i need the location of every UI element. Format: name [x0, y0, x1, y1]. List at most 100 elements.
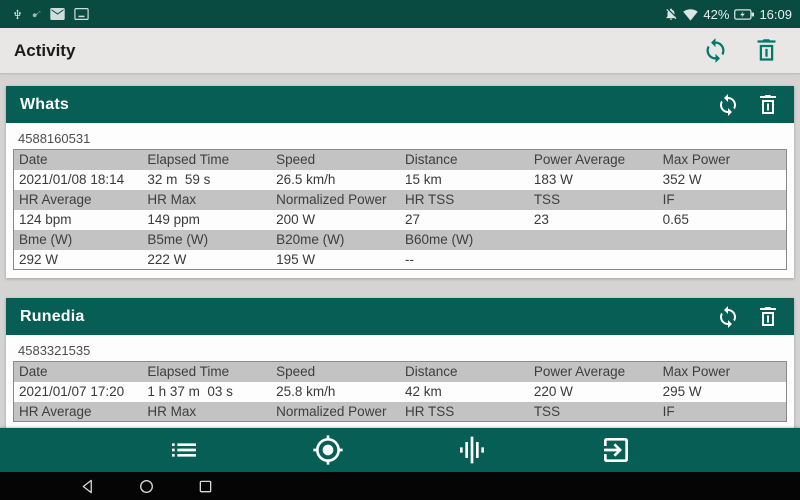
column-header-cell: B60me (W) [399, 229, 529, 250]
mail-icon [50, 8, 65, 20]
status-bar: 42% 16:09 [0, 0, 800, 28]
list-icon[interactable] [168, 434, 200, 466]
column-header-cell: HR Max [142, 189, 272, 210]
card-body: 4583321535 Date Elapsed Time Speed Distance… [6, 335, 794, 428]
card-delete-button[interactable] [756, 93, 780, 117]
android-nav-bar [0, 472, 800, 500]
bottom-nav [0, 428, 800, 472]
column-header-cell: TSS [528, 189, 658, 210]
value-cell: 23 [528, 209, 658, 230]
column-header-cell: HR Average [13, 401, 143, 422]
column-header-cell: Distance [399, 149, 529, 170]
value-cell: 352 W [657, 169, 787, 190]
column-header-cell: Distance [399, 361, 529, 382]
back-button[interactable] [80, 479, 95, 494]
value-cell: 15 km [399, 169, 529, 190]
card-header: Runedia [6, 298, 794, 335]
column-header-cell: Normalized Power [271, 401, 400, 422]
table-data-row: 2021/01/07 17:20 1 h 37 m 03 s 25.8 km/h 42… [13, 381, 787, 402]
column-header-cell: Power Average [528, 361, 658, 382]
value-cell: 32 m 59 s [142, 169, 272, 190]
table-data-row: 124 bpm 149 ppm 200 W 27 23 0.65 [13, 209, 787, 230]
column-header-cell: TSS [528, 401, 658, 422]
value-cell: 183 W [528, 169, 658, 190]
column-header-cell: Speed [271, 149, 400, 170]
column-header-cell [528, 229, 658, 250]
column-header-cell: Elapsed Time [142, 361, 272, 382]
activity-card: Runedia 4583321535 Date Elapsed Time Speed… [6, 298, 794, 428]
column-header-cell: Normalized Power [271, 189, 400, 210]
clock: 16:09 [759, 6, 792, 22]
page-title: Activity [14, 40, 76, 60]
activity-table: Date Elapsed Time Speed Distance Power Avera… [13, 149, 787, 270]
column-header-cell: Date [13, 149, 143, 170]
table-header-row: HR Average HR Max Normalized Power HR TSS TS… [13, 401, 787, 422]
table-data-row: 292 W 222 W 195 W -- [13, 249, 787, 270]
value-cell: 200 W [271, 209, 400, 230]
column-header-cell: Max Power [657, 149, 787, 170]
value-cell: 195 W [271, 249, 400, 270]
card-body: 4588160531 Date Elapsed Time Speed Distance… [6, 123, 794, 278]
value-cell: 295 W [657, 381, 787, 402]
column-header-cell: Power Average [528, 149, 658, 170]
value-cell: 124 bpm [13, 209, 143, 230]
value-cell: 27 [399, 209, 529, 230]
card-refresh-button[interactable] [716, 93, 740, 117]
column-header-cell: HR Average [13, 189, 143, 210]
value-cell: 220 W [528, 381, 658, 402]
activity-card: Whats 4588160531 Date Elapsed Time Speed Di… [6, 86, 794, 278]
column-header-cell: Elapsed Time [142, 149, 272, 170]
value-cell: 222 W [142, 249, 272, 270]
card-title: Runedia [20, 307, 85, 325]
value-cell: 1 h 37 m 03 s [142, 381, 272, 402]
column-header-cell: Bme (W) [13, 229, 143, 250]
home-button[interactable] [139, 479, 154, 494]
column-header-cell: Max Power [657, 361, 787, 382]
card-delete-button[interactable] [756, 305, 780, 329]
recents-button[interactable] [198, 479, 213, 494]
table-data-row: 2021/01/08 18:14 32 m 59 s 26.5 km/h 15 km 1… [13, 169, 787, 190]
value-cell: 149 ppm [142, 209, 272, 230]
gps-target-icon[interactable] [312, 434, 344, 466]
value-cell: 292 W [13, 249, 143, 270]
exit-icon[interactable] [600, 434, 632, 466]
card-header: Whats [6, 86, 794, 123]
table-header-row: Bme (W) B5me (W) B20me (W) B60me (W) [13, 229, 787, 250]
mute-icon [664, 7, 678, 21]
app-bar: Activity [0, 28, 800, 73]
key-icon [32, 10, 41, 19]
system-update-icon [74, 8, 89, 20]
column-header-cell: Speed [271, 361, 400, 382]
column-header-cell: Date [13, 361, 143, 382]
value-cell [528, 249, 658, 270]
card-title: Whats [20, 95, 69, 113]
activity-id: 4583321535 [18, 343, 91, 358]
column-header-cell: HR TSS [399, 189, 529, 210]
equalizer-icon[interactable] [456, 434, 488, 466]
value-cell: 0.65 [657, 209, 787, 230]
value-cell: 2021/01/07 17:20 [13, 381, 143, 402]
delete-button[interactable] [753, 37, 780, 64]
table-header-row: HR Average HR Max Normalized Power HR TSS TS… [13, 189, 787, 210]
table-header-row: Date Elapsed Time Speed Distance Power Avera… [13, 149, 787, 170]
status-right: 42% 16:09 [664, 7, 792, 22]
column-header-cell: HR Max [142, 401, 272, 422]
value-cell [657, 249, 787, 270]
value-cell: -- [399, 249, 529, 270]
wifi-icon [683, 8, 699, 21]
column-header-cell: IF [657, 401, 787, 422]
column-header-cell [657, 229, 787, 250]
table-header-row: Date Elapsed Time Speed Distance Power Avera… [13, 361, 787, 382]
column-header-cell: IF [657, 189, 787, 210]
usb-icon [12, 7, 23, 22]
activity-id: 4588160531 [18, 131, 91, 146]
column-header-cell: HR TSS [399, 401, 529, 422]
battery-percent: 42% [703, 6, 730, 22]
content: Whats 4588160531 Date Elapsed Time Speed Di… [0, 73, 800, 428]
value-cell: 2021/01/08 18:14 [13, 169, 143, 190]
card-refresh-button[interactable] [716, 305, 740, 329]
value-cell: 42 km [399, 381, 529, 402]
refresh-button[interactable] [702, 37, 729, 64]
column-header-cell: B5me (W) [142, 229, 272, 250]
